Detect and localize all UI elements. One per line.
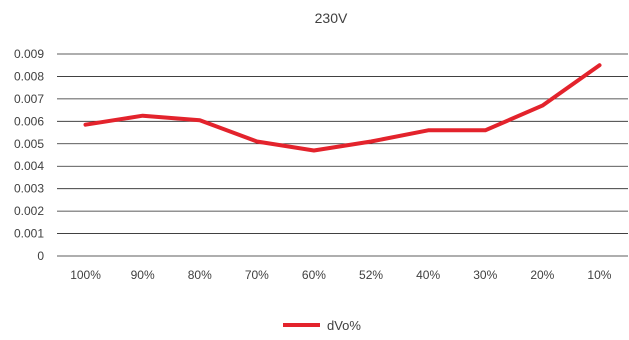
series-line-dvo bbox=[83, 63, 602, 153]
x-tick-label: 10% bbox=[587, 268, 611, 282]
y-tick-label: 0.008 bbox=[14, 69, 44, 83]
x-tick-label: 52% bbox=[359, 268, 383, 282]
x-tick-label: 40% bbox=[416, 268, 440, 282]
y-tick-label: 0.003 bbox=[14, 182, 44, 196]
x-tick-label: 20% bbox=[530, 268, 554, 282]
y-tick-label: 0.001 bbox=[14, 227, 44, 241]
y-tick-label: 0.009 bbox=[14, 47, 44, 61]
y-tick-label: 0.007 bbox=[14, 92, 44, 106]
legend: dVo% bbox=[283, 318, 361, 333]
series-layer bbox=[83, 63, 602, 153]
y-tick-label: 0.004 bbox=[14, 159, 44, 173]
y-axis-ticks: 0 0.001 0.002 0.003 0.004 0.005 0.006 0.007 0.00… bbox=[14, 47, 44, 263]
x-tick-label: 90% bbox=[131, 268, 155, 282]
gridlines bbox=[57, 53, 628, 257]
y-tick-label: 0.005 bbox=[14, 137, 44, 151]
y-tick-label: 0.002 bbox=[14, 204, 44, 218]
x-axis-ticks: 100% 90% 80% 70% 60% 52% 40% 30% 20% 10% bbox=[70, 268, 612, 282]
x-tick-label: 30% bbox=[473, 268, 497, 282]
x-tick-label: 60% bbox=[302, 268, 326, 282]
chart-title: 230V bbox=[315, 10, 348, 26]
x-tick-label: 70% bbox=[245, 268, 269, 282]
x-tick-label: 100% bbox=[70, 268, 101, 282]
y-tick-label: 0.006 bbox=[14, 114, 44, 128]
legend-label-dvo: dVo% bbox=[327, 318, 361, 333]
x-tick-label: 80% bbox=[188, 268, 212, 282]
y-tick-label: 0 bbox=[37, 249, 44, 263]
